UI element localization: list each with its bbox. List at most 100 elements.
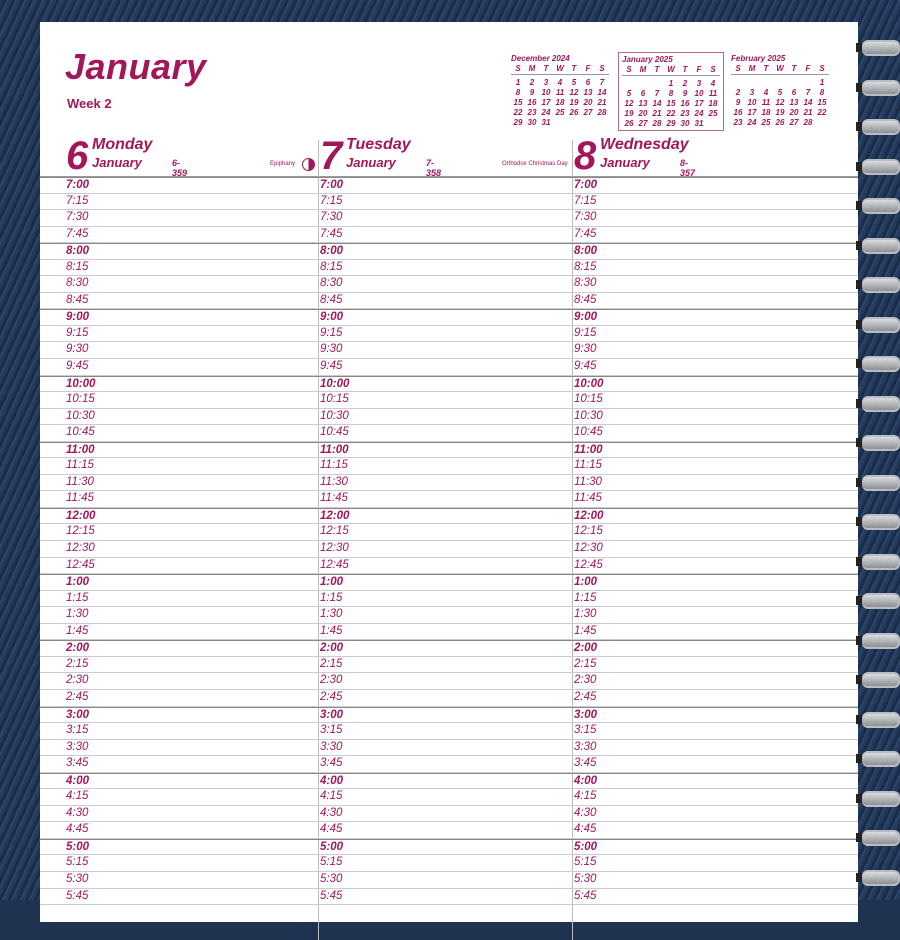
time-row[interactable]: 8:45 8:45 8:45 (40, 293, 858, 310)
time-label: 5:30 (574, 872, 597, 885)
time-label: 2:00 (574, 642, 598, 655)
time-row[interactable]: 1:00 1:00 1:00 (40, 574, 858, 591)
time-row[interactable]: 11:00 11:00 11:00 (40, 441, 858, 459)
time-row[interactable]: 10:15 10:15 10:15 (40, 392, 858, 409)
time-label: 10:15 (66, 393, 95, 406)
time-row[interactable]: 3:30 3:30 3:30 (40, 740, 858, 757)
time-row[interactable]: 1:30 1:30 1:30 (40, 607, 858, 624)
date-cell (553, 118, 567, 127)
time-row[interactable]: 1:45 1:45 1:45 (40, 624, 858, 641)
time-row[interactable]: 12:00 12:00 12:00 (40, 507, 858, 525)
time-label: 5:30 (320, 872, 343, 885)
time-label: 2:45 (320, 690, 343, 703)
time-row[interactable]: 10:30 10:30 10:30 (40, 409, 858, 426)
date-cell: 1 (668, 79, 674, 88)
time-row[interactable]: 7:15 7:15 7:15 (40, 194, 858, 211)
time-row[interactable]: 10:45 10:45 10:45 (40, 425, 858, 442)
time-label: 4:00 (320, 774, 344, 787)
time-row[interactable]: 5:45 5:45 5:45 (40, 889, 858, 906)
time-row[interactable]: 5:00 5:00 5:00 (40, 838, 858, 856)
weekday-label: F (805, 64, 811, 73)
time-row[interactable]: 2:15 2:15 2:15 (40, 657, 858, 674)
time-row[interactable]: 7:30 7:30 7:30 (40, 210, 858, 227)
date-cell (622, 79, 636, 88)
date-cell: 19 (569, 98, 579, 107)
time-label: 7:00 (66, 179, 90, 191)
day-month: January (92, 155, 142, 170)
time-label: 8:30 (66, 277, 89, 290)
spiral-ring (856, 830, 900, 846)
date-cell: 11 (761, 98, 771, 107)
date-cell: 15 (513, 98, 523, 107)
time-row[interactable]: 9:45 9:45 9:45 (40, 359, 858, 376)
time-row[interactable]: 12:30 12:30 12:30 (40, 541, 858, 558)
date-cell: 26 (624, 119, 634, 128)
time-label: 1:00 (320, 576, 344, 589)
date-cell: 12 (624, 99, 634, 108)
time-label: 5:00 (574, 840, 598, 853)
time-label: 11:15 (574, 459, 602, 472)
time-row[interactable]: 8:15 8:15 8:15 (40, 260, 858, 277)
time-row[interactable]: 5:15 5:15 5:15 (40, 855, 858, 872)
time-row[interactable]: 10:00 10:00 10:00 (40, 375, 858, 393)
date-cell: 26 (569, 108, 579, 117)
time-label: 11:30 (574, 475, 602, 488)
time-row[interactable]: 9:00 9:00 9:00 (40, 309, 858, 326)
time-row[interactable]: 11:15 11:15 11:15 (40, 458, 858, 475)
time-row[interactable]: 4:15 4:15 4:15 (40, 789, 858, 806)
time-row[interactable]: 11:45 11:45 11:45 (40, 491, 858, 508)
time-row[interactable]: 12:45 12:45 12:45 (40, 558, 858, 575)
date-cell: 13 (789, 98, 799, 107)
date-cell (595, 118, 609, 127)
time-label: 9:15 (574, 326, 597, 339)
time-row[interactable]: 2:00 2:00 2:00 (40, 640, 858, 657)
day-number: 7 (320, 134, 343, 178)
date-cell: 29 (513, 118, 523, 127)
date-cell: 16 (680, 99, 690, 108)
time-row[interactable]: 7:00 7:00 7:00 (40, 177, 858, 194)
time-label: 12:00 (66, 509, 96, 522)
time-row[interactable]: 8:30 8:30 8:30 (40, 276, 858, 293)
spiral-ring (856, 672, 900, 688)
time-label: 8:00 (320, 245, 344, 258)
time-row[interactable]: 4:00 4:00 4:00 (40, 772, 858, 790)
date-cell: 9 (529, 88, 535, 97)
time-label: 2:45 (66, 690, 89, 703)
time-row[interactable]: 4:45 4:45 4:45 (40, 822, 858, 839)
day-name: Tuesday (346, 136, 411, 153)
mini-calendar: February 2025 S M T W T F S 1 2 3 4 5 6 7 8 9 10 11 12 13 14 1… (728, 52, 832, 129)
date-cell (801, 78, 815, 87)
mini-calendar-title: February 2025 (731, 54, 786, 63)
time-row[interactable]: 3:45 3:45 3:45 (40, 756, 858, 773)
time-row[interactable]: 9:15 9:15 9:15 (40, 326, 858, 343)
time-row[interactable]: 2:30 2:30 2:30 (40, 673, 858, 690)
day-number: 8 (574, 134, 597, 178)
time-row[interactable]: 4:30 4:30 4:30 (40, 806, 858, 823)
time-label: 11:45 (574, 492, 602, 505)
time-row[interactable]: 7:45 7:45 7:45 (40, 227, 858, 244)
time-row[interactable]: 3:00 3:00 3:00 (40, 706, 858, 724)
time-label: 9:15 (320, 326, 343, 339)
time-label: 8:30 (320, 277, 343, 290)
date-cell: 25 (708, 109, 718, 118)
date-cell: 23 (680, 109, 690, 118)
time-label: 9:45 (574, 360, 597, 373)
holiday-label: Orthodox Christmas Day (502, 161, 568, 167)
time-label: 11:30 (320, 475, 348, 488)
date-cell: 13 (583, 88, 593, 97)
header-divider (40, 176, 858, 178)
time-row[interactable]: 12:15 12:15 12:15 (40, 524, 858, 542)
date-cell: 23 (527, 108, 537, 117)
first-quarter-moon-icon (302, 158, 315, 171)
time-row[interactable]: 11:30 11:30 11:30 (40, 475, 858, 492)
date-cell: 23 (733, 118, 743, 127)
date-cell: 11 (555, 88, 565, 97)
time-label: 8:00 (66, 245, 90, 258)
time-row[interactable]: 8:00 8:00 8:00 (40, 243, 858, 260)
time-row[interactable]: 2:45 2:45 2:45 (40, 690, 858, 707)
time-row[interactable]: 9:30 9:30 9:30 (40, 342, 858, 360)
time-label: 3:30 (66, 740, 89, 753)
time-row[interactable]: 3:15 3:15 3:15 (40, 723, 858, 740)
time-row[interactable]: 5:30 5:30 5:30 (40, 872, 858, 889)
time-row[interactable]: 1:15 1:15 1:15 (40, 591, 858, 608)
